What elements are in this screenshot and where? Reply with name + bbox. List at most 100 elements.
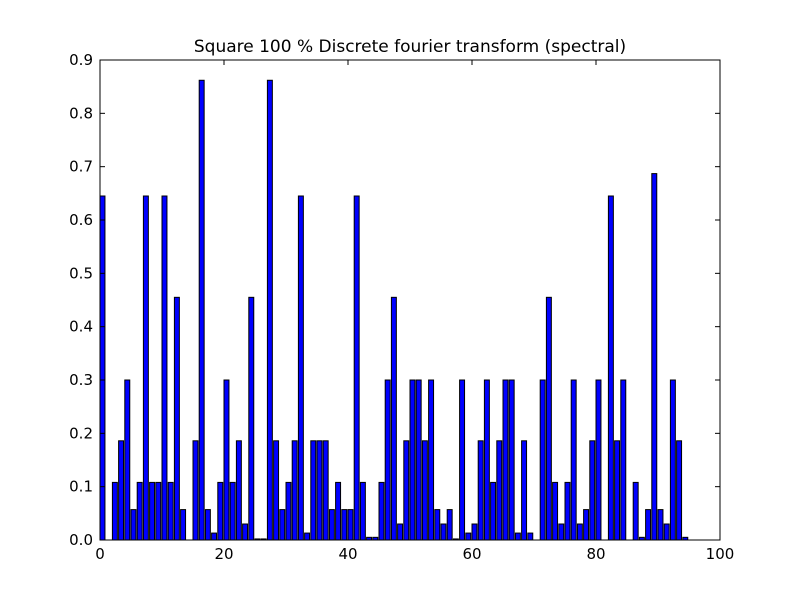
bar-9: [155, 481, 162, 541]
bar-4: [124, 379, 131, 541]
bar-47: [390, 296, 397, 541]
bar-3: [118, 440, 125, 541]
bar-8: [149, 481, 156, 541]
bar-80: [595, 379, 602, 541]
bar-91: [663, 523, 670, 541]
bar-71: [539, 379, 546, 541]
y-tick-label: 0.0: [69, 531, 93, 549]
bar-58: [459, 379, 466, 541]
bar-30: [285, 481, 292, 541]
bar-67: [514, 532, 521, 541]
bar-23: [242, 523, 249, 541]
bar-84: [620, 379, 627, 541]
bar-86: [632, 481, 639, 541]
x-tick-label: 0: [95, 545, 105, 563]
bar-45: [378, 481, 385, 541]
bar-19: [217, 481, 224, 541]
bar-34: [310, 440, 317, 541]
y-tick-label: 0.8: [69, 104, 93, 122]
bar-89: [651, 173, 658, 541]
bar-24: [248, 296, 255, 541]
bar-38: [335, 481, 342, 541]
bar-7: [142, 195, 149, 541]
y-tick-label: 0.7: [69, 158, 93, 176]
bar-88: [645, 509, 652, 541]
x-tick-label: 20: [214, 545, 233, 563]
bar-17: [204, 509, 211, 541]
bar-78: [583, 509, 590, 541]
plot-frame: [99, 59, 721, 541]
bar-32: [297, 195, 304, 541]
y-tick-label: 0.3: [69, 371, 93, 389]
ticks-group: 0 20 40 60 80 100 0.0 0.1 0.2 0.3 0.4 0.5 0.6 0.7 0.8 0…: [69, 51, 734, 563]
bar-73: [552, 481, 559, 541]
bar-63: [490, 481, 497, 541]
bar-52: [421, 440, 428, 541]
bar-12: [173, 296, 180, 541]
bar-11: [167, 481, 174, 541]
bar-72: [545, 296, 552, 541]
bar-92: [669, 379, 676, 541]
bar-20: [223, 379, 230, 541]
y-tick-label: 0.2: [69, 424, 93, 442]
bar-22: [235, 440, 242, 541]
bar-6: [136, 481, 143, 541]
y-tick-label: 0.4: [69, 318, 93, 336]
x-tick-label: 100: [706, 545, 735, 563]
bar-37: [328, 509, 335, 541]
bar-42: [359, 481, 366, 541]
bar-93: [676, 440, 683, 541]
bar-51: [415, 379, 422, 541]
bar-27: [266, 79, 273, 541]
bar-50: [409, 379, 416, 541]
chart-title: Square 100 % Discrete fourier transform …: [194, 37, 626, 57]
bar-69: [527, 532, 534, 541]
bar-15: [192, 440, 199, 541]
bar-41: [353, 195, 360, 541]
bar-21: [229, 481, 236, 541]
bar-64: [496, 440, 503, 541]
bar-62: [483, 379, 490, 541]
bar-5: [130, 509, 137, 541]
bar-79: [589, 440, 596, 541]
bar-13: [180, 509, 187, 541]
bar-75: [564, 481, 571, 541]
bar-46: [384, 379, 391, 541]
bar-39: [341, 509, 348, 541]
bar-0: [99, 195, 106, 541]
bar-35: [316, 440, 323, 541]
bar-77: [576, 523, 583, 541]
y-tick-label: 0.6: [69, 211, 93, 229]
bar-53: [428, 379, 435, 541]
y-tick-label: 0.5: [69, 264, 93, 282]
bar-76: [570, 379, 577, 541]
bar-66: [508, 379, 515, 541]
bar-31: [291, 440, 298, 541]
x-tick-label: 60: [462, 545, 481, 563]
y-tick-label: 0.9: [69, 51, 93, 69]
bar-16: [198, 79, 205, 541]
bar-83: [614, 440, 621, 541]
bar-29: [279, 509, 286, 541]
bar-36: [322, 440, 329, 541]
bar-60: [471, 523, 478, 541]
bar-61: [477, 440, 484, 541]
bar-74: [558, 523, 565, 541]
bar-65: [502, 379, 509, 541]
bar-2: [111, 481, 118, 541]
bar-28: [273, 440, 280, 541]
bar-55: [440, 523, 447, 541]
x-tick-label: 80: [586, 545, 605, 563]
x-tick-label: 40: [338, 545, 357, 563]
bar-48: [397, 523, 404, 541]
bar-82: [607, 195, 614, 541]
y-tick-label: 0.1: [69, 478, 93, 496]
bar-54: [434, 509, 441, 541]
bar-18: [211, 532, 218, 541]
bar-68: [521, 440, 528, 541]
bar-56: [446, 509, 453, 541]
bar-10: [161, 195, 168, 541]
bar-49: [403, 440, 410, 541]
